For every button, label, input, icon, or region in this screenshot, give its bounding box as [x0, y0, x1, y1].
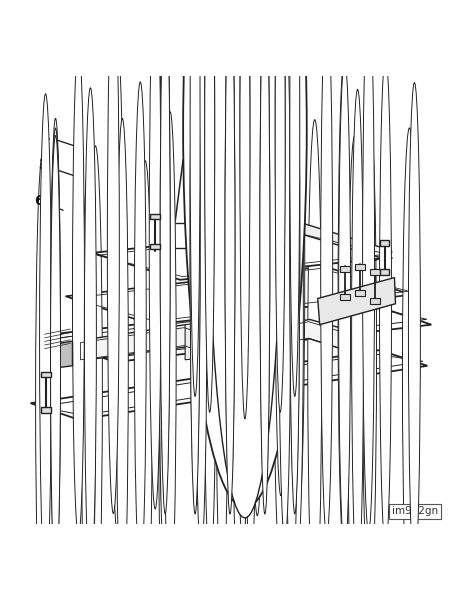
Text: im902gn: im902gn [392, 506, 438, 516]
Ellipse shape [40, 94, 52, 584]
Ellipse shape [286, 97, 298, 587]
Polygon shape [340, 294, 350, 300]
Polygon shape [92, 230, 390, 280]
Ellipse shape [50, 136, 60, 581]
Ellipse shape [292, 67, 303, 557]
Ellipse shape [198, 77, 210, 568]
Text: 2: 2 [362, 248, 394, 265]
Polygon shape [43, 341, 72, 370]
Ellipse shape [190, 0, 200, 397]
Polygon shape [39, 299, 432, 362]
Ellipse shape [191, 0, 203, 505]
Polygon shape [369, 298, 379, 304]
Ellipse shape [351, 89, 364, 580]
Polygon shape [302, 223, 390, 260]
Ellipse shape [190, 0, 200, 514]
Polygon shape [379, 240, 390, 246]
Ellipse shape [237, 10, 249, 545]
Ellipse shape [50, 118, 60, 564]
Polygon shape [40, 372, 50, 377]
Ellipse shape [225, 0, 235, 514]
Ellipse shape [233, 0, 245, 500]
Ellipse shape [208, 152, 222, 600]
Ellipse shape [402, 128, 416, 600]
Ellipse shape [275, 0, 287, 496]
Polygon shape [340, 266, 350, 272]
Ellipse shape [164, 112, 176, 600]
Ellipse shape [338, 61, 350, 551]
Ellipse shape [159, 82, 171, 572]
Ellipse shape [111, 41, 123, 532]
Polygon shape [318, 278, 396, 325]
Text: 4: 4 [369, 289, 394, 304]
Ellipse shape [379, 56, 392, 547]
Ellipse shape [363, 112, 377, 600]
Ellipse shape [195, 14, 207, 550]
Polygon shape [379, 269, 390, 275]
Ellipse shape [205, 0, 215, 380]
Ellipse shape [50, 128, 60, 574]
Polygon shape [31, 350, 428, 419]
Ellipse shape [205, 0, 215, 412]
Ellipse shape [216, 105, 228, 595]
Ellipse shape [149, 0, 161, 509]
Polygon shape [355, 290, 365, 296]
Polygon shape [369, 269, 379, 275]
Ellipse shape [279, 6, 291, 541]
Polygon shape [222, 319, 347, 355]
Ellipse shape [183, 0, 307, 508]
Ellipse shape [245, 72, 256, 562]
Ellipse shape [278, 143, 292, 600]
Ellipse shape [233, 128, 247, 600]
Ellipse shape [205, 31, 216, 521]
Polygon shape [150, 214, 160, 219]
Ellipse shape [138, 161, 152, 600]
Ellipse shape [204, 75, 216, 565]
Ellipse shape [158, 36, 170, 526]
Ellipse shape [134, 82, 146, 572]
Ellipse shape [260, 0, 270, 503]
Ellipse shape [160, 0, 170, 514]
Ellipse shape [321, 1, 333, 536]
Ellipse shape [347, 136, 362, 600]
Text: 3: 3 [39, 158, 81, 178]
Polygon shape [150, 244, 160, 249]
Polygon shape [76, 325, 220, 361]
Ellipse shape [240, 0, 250, 419]
Ellipse shape [240, 0, 250, 374]
Ellipse shape [308, 119, 322, 600]
Ellipse shape [363, 0, 374, 532]
Ellipse shape [36, 154, 50, 600]
Ellipse shape [85, 88, 96, 578]
Ellipse shape [409, 83, 420, 573]
Ellipse shape [160, 0, 170, 503]
Polygon shape [66, 266, 411, 325]
Ellipse shape [275, 0, 285, 380]
Text: 5: 5 [272, 360, 290, 377]
Polygon shape [355, 264, 365, 270]
Ellipse shape [290, 0, 300, 397]
Ellipse shape [225, 0, 235, 503]
Ellipse shape [274, 67, 286, 557]
Ellipse shape [260, 0, 270, 514]
Ellipse shape [190, 0, 200, 503]
Polygon shape [40, 407, 50, 413]
Ellipse shape [275, 0, 285, 412]
Ellipse shape [72, 46, 85, 536]
Ellipse shape [293, 20, 305, 511]
Ellipse shape [88, 146, 103, 600]
Polygon shape [155, 223, 302, 248]
Ellipse shape [108, 0, 119, 514]
Ellipse shape [290, 0, 300, 514]
Text: 1: 1 [40, 129, 83, 149]
Ellipse shape [158, 137, 172, 600]
Ellipse shape [290, 0, 300, 503]
Text: 6: 6 [34, 194, 63, 210]
Ellipse shape [117, 118, 128, 600]
Ellipse shape [207, 0, 283, 518]
Ellipse shape [81, 169, 95, 600]
Polygon shape [185, 319, 222, 360]
Ellipse shape [251, 25, 263, 515]
Ellipse shape [339, 60, 351, 550]
